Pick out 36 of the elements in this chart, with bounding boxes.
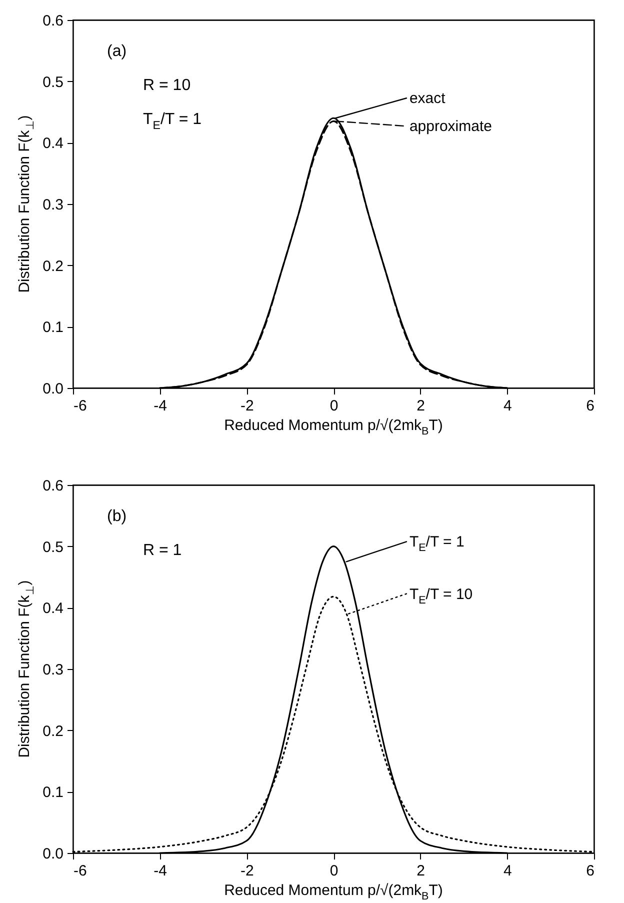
annotation: R = 1	[143, 542, 182, 559]
x-tick-label: -2	[240, 398, 254, 414]
x-tick-label: 0	[330, 862, 338, 880]
y-tick-label: 0.0	[42, 846, 64, 862]
x-tick-label: -6	[74, 862, 87, 880]
x-tick-label: -6	[74, 398, 87, 414]
x-tick-label: 6	[586, 398, 594, 414]
y-tick-label: 0.4	[42, 135, 64, 152]
y-tick-label: 0.2	[42, 722, 64, 740]
x-tick-label: 6	[586, 862, 594, 880]
y-tick-label: 0.5	[42, 74, 64, 91]
y-tick-label: 0.5	[42, 538, 64, 556]
annotation: (b)	[107, 508, 127, 525]
x-tick-label: -2	[240, 862, 254, 880]
y-tick-label: 0.3	[42, 196, 64, 214]
y-axis-title: Distribution Function F(k⊥)	[16, 115, 36, 293]
annotation: R = 10	[143, 77, 191, 94]
y-tick-label: 0.3	[42, 662, 64, 678]
y-tick-label: 0.4	[42, 600, 64, 618]
x-tick-label: -4	[154, 862, 168, 880]
y-tick-label: 0.1	[42, 784, 64, 802]
y-tick-label: 0.2	[42, 258, 64, 275]
annotation: (a)	[107, 43, 127, 60]
legend-label: exact	[409, 90, 446, 108]
x-tick-label: 4	[503, 398, 512, 414]
y-tick-label: 0.0	[42, 380, 64, 398]
x-tick-label: 0	[330, 398, 338, 414]
x-tick-label: 2	[416, 398, 426, 414]
legend-label: approximate	[409, 118, 492, 136]
y-axis-title: Distribution Function F(k⊥)	[16, 580, 36, 758]
x-tick-label: 4	[503, 862, 512, 880]
y-tick-label: 0.6	[42, 12, 64, 30]
y-tick-label: 0.1	[42, 319, 64, 336]
y-tick-label: 0.6	[42, 478, 64, 494]
x-tick-label: 2	[416, 862, 426, 880]
x-tick-label: -4	[154, 398, 168, 414]
